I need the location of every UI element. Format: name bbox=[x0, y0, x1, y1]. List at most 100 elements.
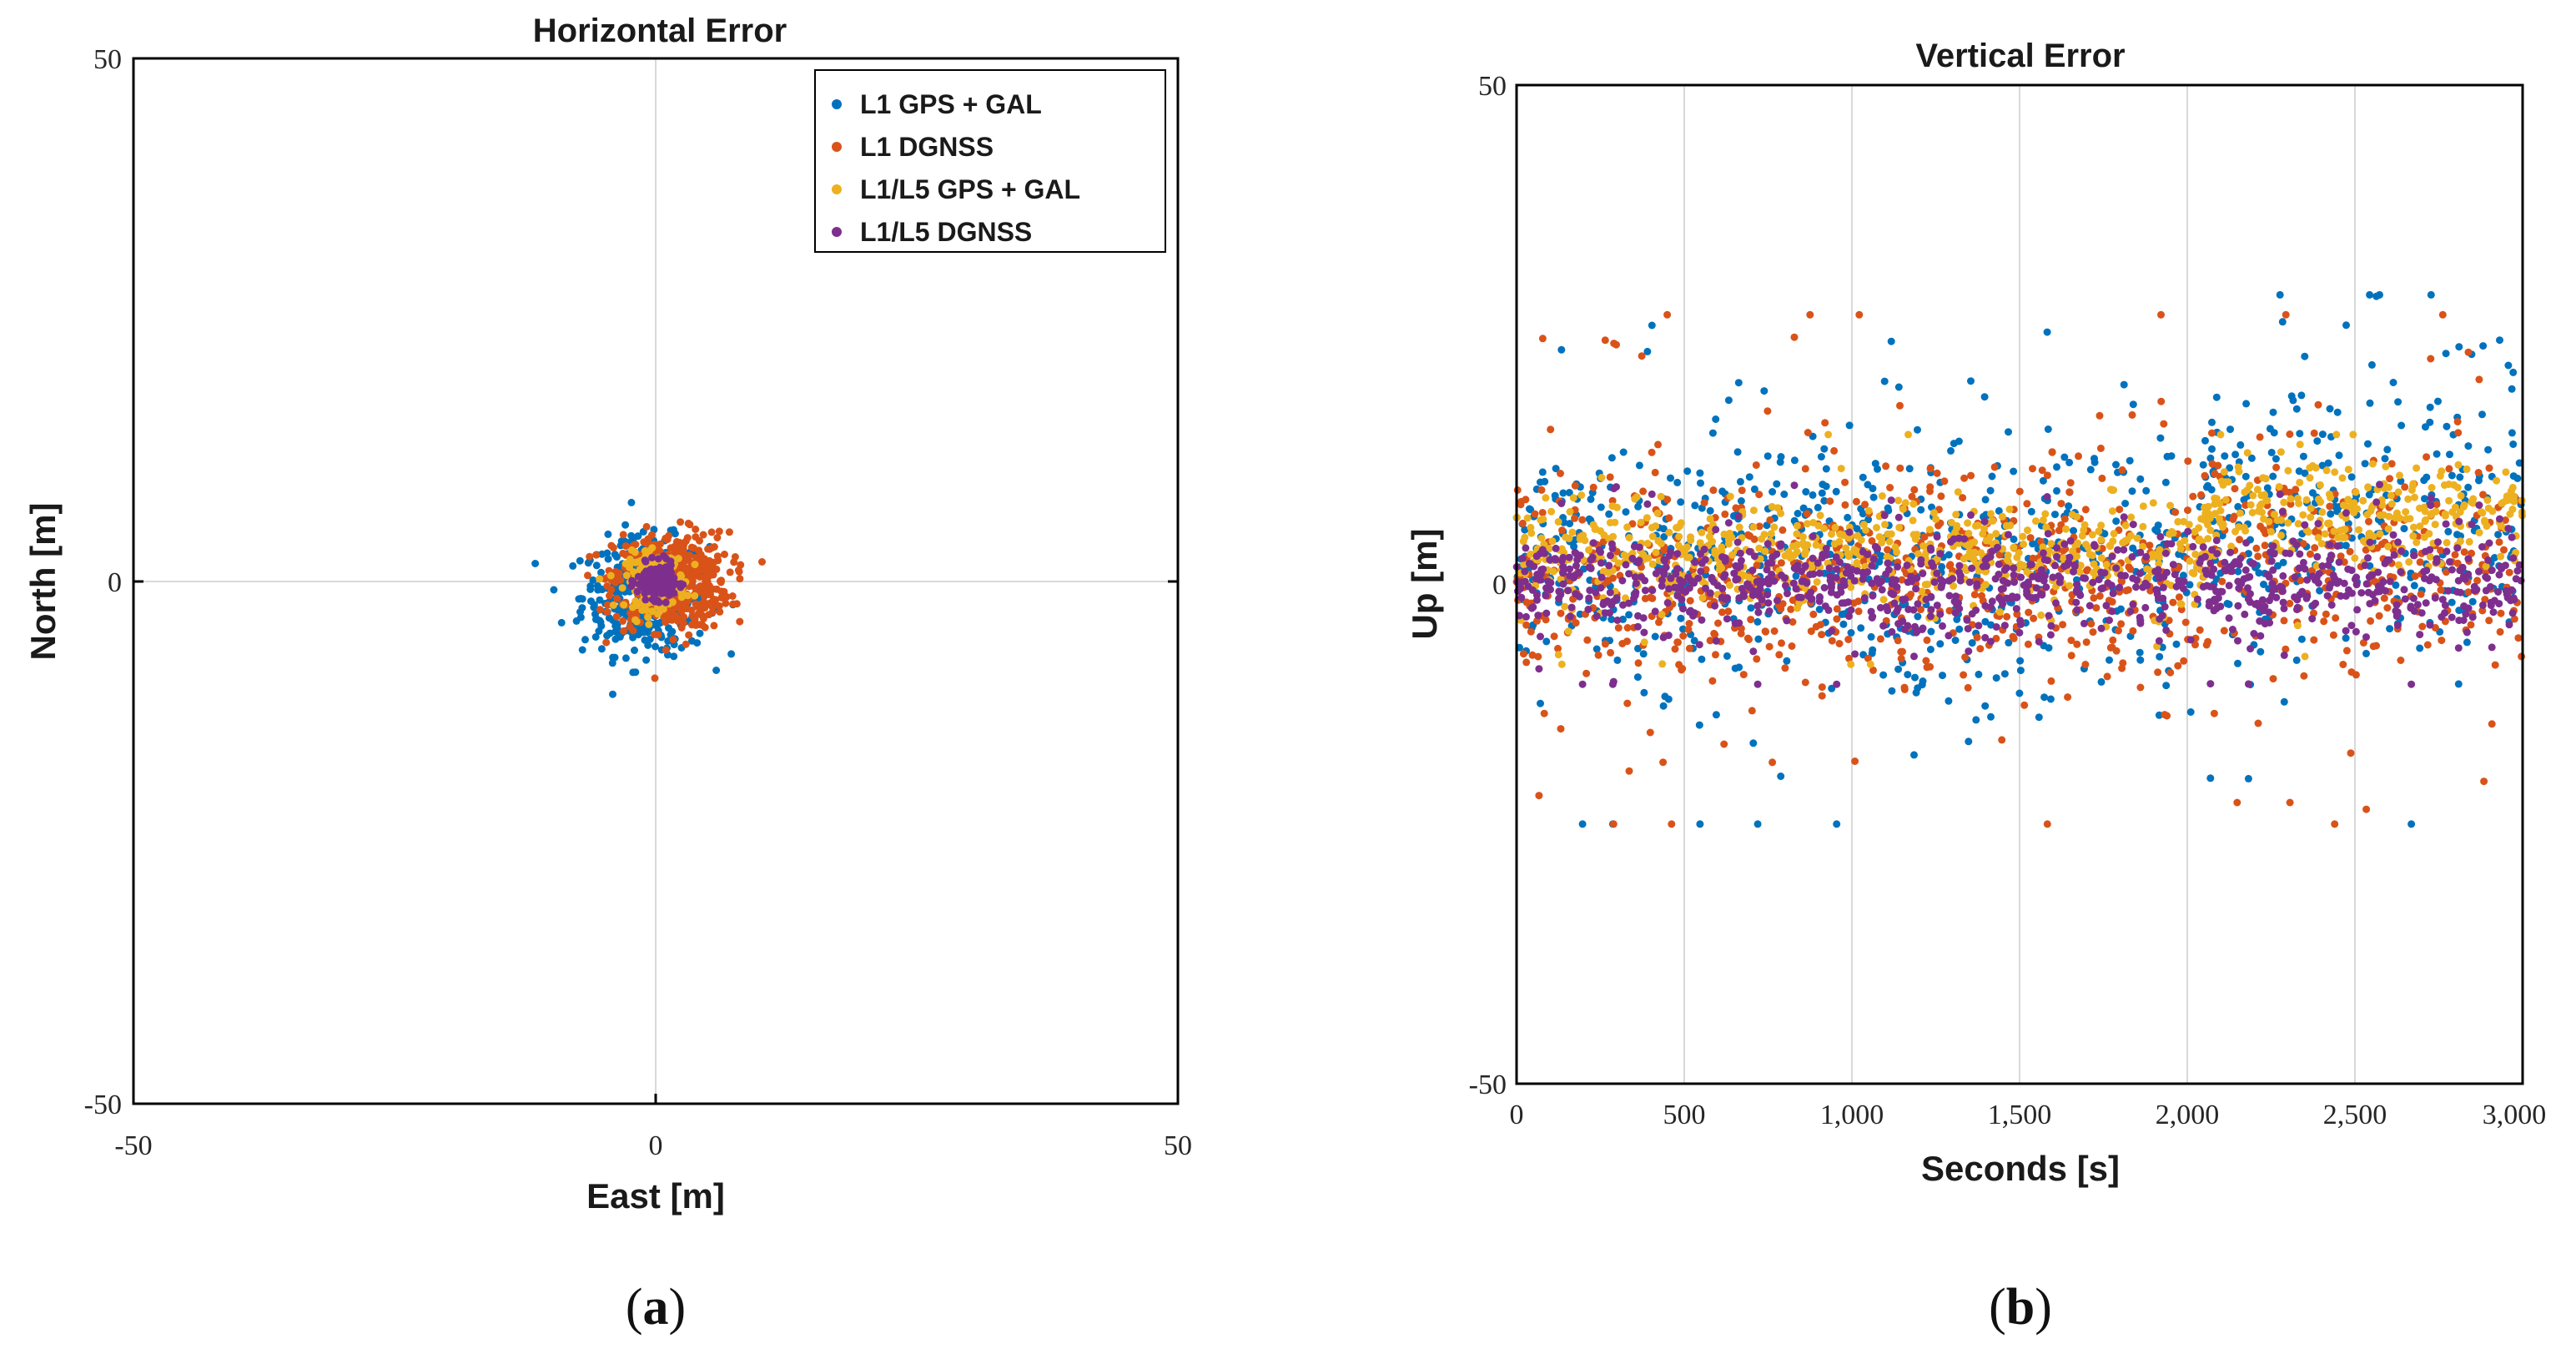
scatter-point bbox=[649, 566, 657, 574]
scatter-point bbox=[2013, 553, 2021, 561]
scatter-point bbox=[1763, 452, 1772, 461]
scatter-point bbox=[2397, 568, 2405, 576]
scatter-point bbox=[2454, 644, 2463, 652]
scatter-point bbox=[2428, 484, 2436, 491]
scatter-point bbox=[1937, 492, 1945, 501]
scatter-point bbox=[1822, 545, 1830, 552]
scatter-point bbox=[2025, 608, 2033, 617]
scatter-point bbox=[2448, 598, 2456, 607]
scatter-point bbox=[1857, 536, 1865, 544]
scatter-point bbox=[2023, 500, 2031, 508]
scatter-point bbox=[2226, 548, 2234, 556]
scatter-point bbox=[2515, 459, 2523, 467]
scatter-point bbox=[1951, 637, 1960, 644]
scatter-point bbox=[1566, 571, 1574, 580]
scatter-point bbox=[1597, 573, 1606, 581]
scatter-point bbox=[2060, 546, 2067, 555]
scatter-point bbox=[1849, 599, 1858, 607]
scatter-point bbox=[2261, 541, 2269, 550]
scatter-point bbox=[2080, 526, 2088, 534]
scatter-point bbox=[1884, 559, 1892, 567]
scatter-point bbox=[1557, 609, 1565, 617]
scatter-point bbox=[2307, 513, 2315, 521]
scatter-point bbox=[2282, 645, 2290, 653]
scatter-point bbox=[1880, 511, 1889, 520]
scatter-point bbox=[1635, 461, 1643, 470]
scatter-point bbox=[2357, 589, 2366, 597]
scatter-point bbox=[2289, 537, 2297, 546]
scatter-point bbox=[645, 571, 653, 579]
scatter-point bbox=[1890, 599, 1899, 607]
scatter-point bbox=[1734, 512, 1743, 521]
scatter-point bbox=[1894, 513, 1903, 521]
scatter-point bbox=[1792, 571, 1800, 580]
scatter-point bbox=[1659, 758, 1668, 767]
scatter-point bbox=[1947, 446, 1955, 455]
scatter-point bbox=[2224, 478, 2232, 486]
scatter-point bbox=[1620, 551, 1628, 559]
scatter-point bbox=[2468, 498, 2476, 506]
x-tick-label: 0 bbox=[649, 1130, 663, 1161]
scatter-point bbox=[1613, 617, 1622, 624]
scatter-point bbox=[1923, 663, 1931, 672]
scatter-point bbox=[606, 591, 613, 600]
scatter-point bbox=[2244, 774, 2252, 783]
scatter-point bbox=[1794, 561, 1802, 570]
scatter-point bbox=[1955, 568, 1963, 576]
scatter-point bbox=[2296, 550, 2304, 558]
scatter-point bbox=[2423, 641, 2432, 649]
scatter-point bbox=[1691, 501, 1699, 510]
scatter-point bbox=[1683, 543, 1691, 551]
scatter-point bbox=[2056, 574, 2065, 582]
scatter-point bbox=[1597, 503, 1605, 511]
scatter-point bbox=[2156, 574, 2164, 582]
scatter-point bbox=[2026, 561, 2035, 568]
scatter-point bbox=[1894, 383, 1903, 391]
scatter-point bbox=[2277, 448, 2285, 456]
scatter-point bbox=[2437, 546, 2445, 555]
scatter-point bbox=[2247, 559, 2256, 567]
scatter-point bbox=[671, 530, 679, 538]
scatter-point bbox=[1684, 626, 1693, 633]
scatter-point bbox=[2118, 664, 2126, 672]
scatter-point bbox=[1818, 683, 1826, 692]
scatter-point bbox=[2463, 628, 2471, 637]
scatter-point bbox=[1659, 525, 1668, 533]
scatter-point bbox=[2411, 572, 2419, 581]
scatter-point bbox=[1992, 623, 2000, 631]
scatter-point bbox=[2406, 515, 2414, 523]
legend-marker bbox=[832, 99, 842, 109]
scatter-point bbox=[2325, 520, 2333, 528]
scatter-point bbox=[2017, 573, 2025, 581]
scatter-point bbox=[1633, 622, 1642, 631]
scatter-point bbox=[2041, 510, 2050, 518]
scatter-point bbox=[2513, 566, 2522, 575]
scatter-point bbox=[2208, 445, 2216, 453]
scatter-point bbox=[1710, 629, 1718, 637]
scatter-point bbox=[2432, 576, 2440, 584]
scatter-point bbox=[2286, 430, 2294, 438]
scatter-point bbox=[2129, 600, 2137, 608]
scatter-point bbox=[1955, 437, 1963, 445]
scatter-point bbox=[1824, 606, 1833, 614]
scatter-point bbox=[1547, 425, 1555, 434]
scatter-point bbox=[2121, 537, 2129, 546]
x-axis-label: East [m] bbox=[586, 1176, 725, 1216]
scatter-point bbox=[1745, 573, 1753, 581]
scatter-point bbox=[1839, 620, 1848, 628]
scatter-point bbox=[1994, 543, 2001, 551]
scatter-point bbox=[578, 646, 586, 654]
scatter-point bbox=[2172, 640, 2181, 648]
scatter-point bbox=[1995, 608, 2004, 617]
scatter-point bbox=[578, 604, 586, 612]
scatter-point bbox=[1531, 510, 1539, 518]
scatter-point bbox=[2386, 625, 2394, 633]
scatter-point bbox=[1914, 600, 1922, 608]
scatter-point bbox=[2362, 649, 2370, 657]
scatter-point bbox=[2090, 541, 2098, 549]
scatter-point bbox=[2016, 657, 2025, 665]
scatter-point bbox=[2364, 554, 2372, 562]
scatter-point bbox=[2446, 558, 2453, 566]
chart-vertical-error: Vertical Error 0 500 1,000 1,500 2,000 2… bbox=[1405, 38, 2546, 1336]
scatter-point bbox=[1945, 591, 1954, 600]
